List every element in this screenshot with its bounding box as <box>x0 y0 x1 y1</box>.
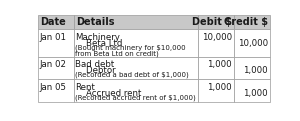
Bar <box>74 79 198 102</box>
Text: Jan 05: Jan 05 <box>40 83 67 92</box>
Bar <box>234 79 270 102</box>
Bar <box>74 15 198 29</box>
Text: Details: Details <box>76 17 115 27</box>
Text: Jan 01: Jan 01 <box>40 33 67 42</box>
Bar <box>198 57 234 79</box>
Bar <box>74 57 198 79</box>
Text: Debit $: Debit $ <box>192 17 232 27</box>
Text: Date: Date <box>40 17 66 27</box>
Bar <box>234 15 270 29</box>
Text: Beta Ltd: Beta Ltd <box>75 39 123 48</box>
Text: 1,000: 1,000 <box>244 66 268 75</box>
Text: 10,000: 10,000 <box>238 39 268 48</box>
Bar <box>234 57 270 79</box>
Text: Rent: Rent <box>75 83 95 92</box>
Bar <box>38 57 74 79</box>
Text: (Bought machinery for $10,000: (Bought machinery for $10,000 <box>75 44 186 51</box>
Bar <box>38 79 74 102</box>
Text: 10,000: 10,000 <box>202 33 232 42</box>
Text: Debtor: Debtor <box>75 66 116 75</box>
Text: Machinery: Machinery <box>75 33 120 42</box>
Bar <box>38 15 74 29</box>
Bar <box>74 29 198 57</box>
Text: (Recorded a bad debt of $1,000): (Recorded a bad debt of $1,000) <box>75 72 189 78</box>
Text: Bad debt: Bad debt <box>75 60 115 69</box>
Bar <box>198 79 234 102</box>
Text: 1,000: 1,000 <box>208 83 232 92</box>
Bar <box>38 29 74 57</box>
Text: 1,000: 1,000 <box>244 89 268 98</box>
Text: Accrued rent: Accrued rent <box>75 89 142 98</box>
Bar <box>198 15 234 29</box>
Bar <box>234 29 270 57</box>
Text: Credit $: Credit $ <box>224 17 268 27</box>
Text: from Beta Ltd on credit): from Beta Ltd on credit) <box>75 50 159 57</box>
Text: (Recorded accrued rent of $1,000): (Recorded accrued rent of $1,000) <box>75 95 196 101</box>
Text: Jan 02: Jan 02 <box>40 60 67 69</box>
Text: 1,000: 1,000 <box>208 60 232 69</box>
Bar <box>198 29 234 57</box>
